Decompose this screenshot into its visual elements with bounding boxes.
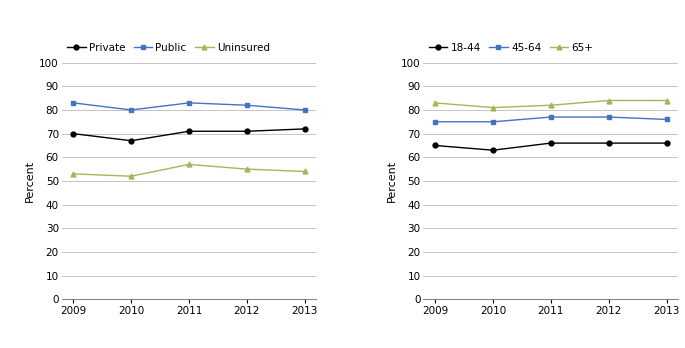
65+ [547,103,555,107]
Public [301,108,309,112]
Private [301,127,309,131]
65+ [489,105,497,110]
18-44 [489,148,497,152]
Public [127,108,135,112]
Y-axis label: Percent: Percent [25,160,35,202]
Y-axis label: Percent: Percent [387,160,397,202]
Line: 18-44: 18-44 [432,141,669,153]
Public [185,101,193,105]
Public [69,101,77,105]
Line: 45-64: 45-64 [432,114,669,124]
Legend: 18-44, 45-64, 65+: 18-44, 45-64, 65+ [429,43,593,53]
Public [242,103,251,107]
65+ [605,98,613,103]
45-64 [431,120,439,124]
18-44 [547,141,555,145]
18-44 [605,141,613,145]
Uninsured [242,167,251,171]
45-64 [605,115,613,119]
45-64 [547,115,555,119]
Uninsured [301,169,309,174]
Line: Uninsured: Uninsured [71,162,308,179]
45-64 [662,117,671,121]
Uninsured [185,162,193,166]
18-44 [431,143,439,148]
Line: Public: Public [71,101,308,112]
Line: 65+: 65+ [432,98,669,110]
45-64 [489,120,497,124]
65+ [431,101,439,105]
Line: Private: Private [71,126,308,143]
Private [185,129,193,133]
65+ [662,98,671,103]
Uninsured [127,174,135,178]
Private [242,129,251,133]
Legend: Private, Public, Uninsured: Private, Public, Uninsured [67,43,270,53]
18-44 [662,141,671,145]
Private [127,139,135,143]
Private [69,132,77,136]
Uninsured [69,172,77,176]
